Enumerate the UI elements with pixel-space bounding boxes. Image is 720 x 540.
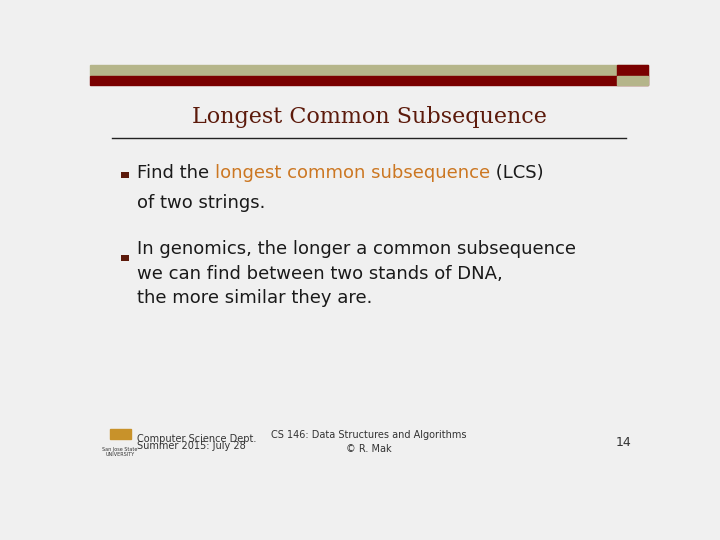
Text: Summer 2015: July 28: Summer 2015: July 28: [138, 441, 246, 451]
Bar: [121, 172, 128, 178]
Bar: [121, 255, 128, 261]
Text: Longest Common Subsequence: Longest Common Subsequence: [192, 106, 546, 128]
Text: In genomics, the longer a common subsequence: In genomics, the longer a common subsequ…: [138, 240, 577, 258]
Text: Computer Science Dept.: Computer Science Dept.: [138, 434, 257, 443]
Text: Find the: Find the: [138, 164, 215, 182]
Text: the more similar they are.: the more similar they are.: [138, 289, 373, 307]
Bar: [90, 65, 648, 77]
Text: (LCS): (LCS): [490, 164, 544, 182]
Bar: [617, 65, 648, 77]
Text: CS 146: Data Structures and Algorithms
© R. Mak: CS 146: Data Structures and Algorithms ©…: [271, 430, 467, 454]
Text: 14: 14: [616, 436, 631, 449]
Bar: [90, 77, 648, 85]
Bar: [109, 429, 131, 439]
Bar: [617, 77, 648, 85]
Text: of two strings.: of two strings.: [138, 194, 266, 212]
Text: San Jose State
UNIVERSITY: San Jose State UNIVERSITY: [102, 447, 138, 457]
Text: we can find between two stands of DNA,: we can find between two stands of DNA,: [138, 265, 503, 282]
Text: longest common subsequence: longest common subsequence: [215, 164, 490, 182]
